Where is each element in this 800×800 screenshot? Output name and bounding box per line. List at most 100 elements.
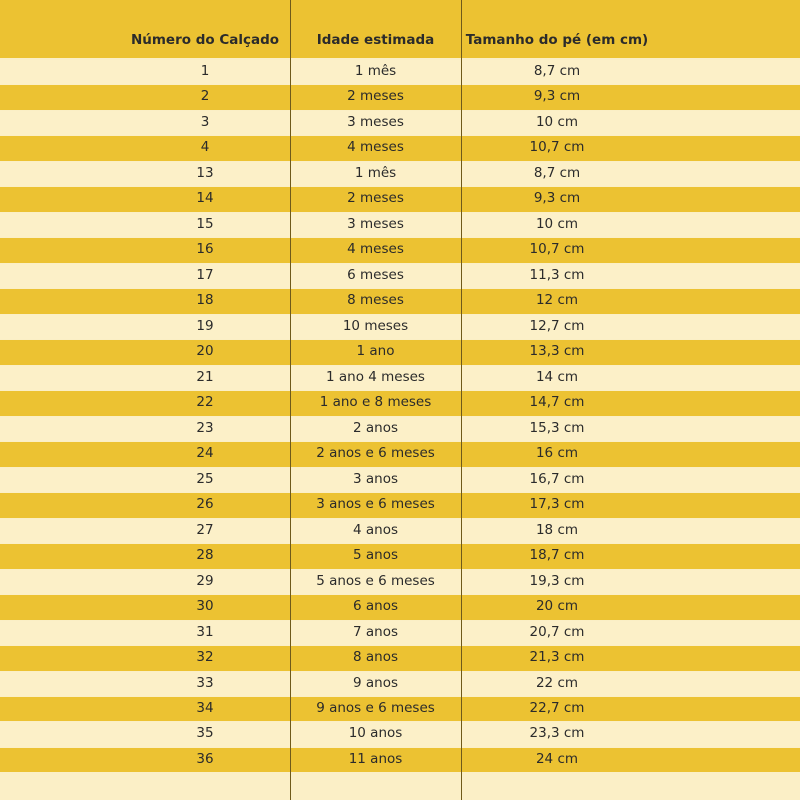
table-cell: 4 meses <box>347 241 404 258</box>
table-cell: 3 meses <box>347 215 404 232</box>
table-cell: 18 <box>196 292 214 309</box>
table-cell: 23,3 cm <box>529 725 585 742</box>
table-cell: 22 <box>196 394 214 411</box>
column-header: Tamanho do pé (em cm) <box>465 32 649 48</box>
table-cell: 2 anos <box>352 419 398 436</box>
table-cell: 19 <box>196 317 214 334</box>
table-cell: 14 <box>196 190 214 207</box>
header-band <box>0 0 800 58</box>
row-band <box>0 289 800 314</box>
table-cell: 23 <box>196 419 214 436</box>
row-band <box>0 697 800 722</box>
table-cell: 1 ano 4 meses <box>326 368 425 385</box>
table-cell: 33 <box>196 674 214 691</box>
table-cell: 10 cm <box>535 113 579 130</box>
table-cell: 27 <box>196 521 214 538</box>
table-cell: 29 <box>196 572 214 589</box>
table-cell: 4 anos <box>352 521 398 538</box>
table-cell: 3 anos e 6 meses <box>316 496 435 513</box>
table-cell: 15 <box>196 215 214 232</box>
column-divider <box>461 0 462 800</box>
table-cell: 12 cm <box>535 292 579 309</box>
row-band <box>0 340 800 365</box>
table-cell: 20 <box>196 343 214 360</box>
table-cell: 25 <box>196 470 214 487</box>
table-cell: 8 meses <box>347 292 404 309</box>
table-cell: 2 meses <box>347 88 404 105</box>
table-cell: 6 anos <box>352 598 398 615</box>
row-band <box>0 187 800 212</box>
row-band <box>0 493 800 518</box>
table-cell: 10 cm <box>535 215 579 232</box>
table-cell: 5 anos e 6 meses <box>316 572 435 589</box>
row-band <box>0 569 800 595</box>
row-band <box>0 416 800 442</box>
table-cell: 12,7 cm <box>529 317 585 334</box>
table-cell: 11,3 cm <box>529 266 585 283</box>
table-cell: 15,3 cm <box>529 419 585 436</box>
table-cell: 16,7 cm <box>529 470 585 487</box>
table-cell: 1 mês <box>354 63 397 79</box>
row-band <box>0 212 800 238</box>
table-cell: 10 anos <box>348 725 403 742</box>
table-cell: 26 <box>196 496 214 513</box>
row-band <box>0 544 800 569</box>
table-cell: 13 <box>196 164 214 181</box>
table-cell: 17 <box>196 266 214 283</box>
table-cell: 6 meses <box>347 266 404 283</box>
table-cell: 22 cm <box>535 674 579 691</box>
table-cell: 18 cm <box>535 521 579 538</box>
table-cell: 30 <box>196 598 214 615</box>
table-cell: 35 <box>196 725 214 742</box>
table-cell: 16 cm <box>535 445 579 462</box>
row-band <box>0 161 800 187</box>
row-band <box>0 136 800 161</box>
table-cell: 2 anos e 6 meses <box>316 445 435 462</box>
table-cell: 4 meses <box>347 139 404 156</box>
row-band <box>0 442 800 467</box>
table-cell: 9 anos e 6 meses <box>316 700 435 716</box>
table-cell: 9,3 cm <box>533 88 581 105</box>
row-band <box>0 671 800 696</box>
row-band <box>0 620 800 646</box>
row-band <box>0 85 800 110</box>
table-cell: 14 cm <box>535 368 579 385</box>
table-cell: 34 <box>196 700 214 716</box>
table-cell: 2 meses <box>347 190 404 207</box>
row-band <box>0 60 800 85</box>
row-band <box>0 747 800 773</box>
row-band <box>0 391 800 416</box>
table-cell: 7 anos <box>352 623 398 640</box>
row-band <box>0 722 800 747</box>
table-cell: 17,3 cm <box>529 496 585 513</box>
table-cell: 1 <box>200 63 210 79</box>
table-cell: 36 <box>196 750 214 767</box>
table-cell: 31 <box>196 623 214 640</box>
table-cell: 24 <box>196 445 214 462</box>
row-band <box>0 110 800 136</box>
table-cell: 20,7 cm <box>529 623 585 640</box>
table-cell: 3 anos <box>352 470 398 487</box>
row-band <box>0 314 800 340</box>
table-cell: 19,3 cm <box>529 572 585 589</box>
table-cell: 22,7 cm <box>529 700 585 716</box>
table-cell: 14,7 cm <box>529 394 585 411</box>
table-cell: 8,7 cm <box>533 63 581 79</box>
table-cell: 1 ano e 8 meses <box>319 394 432 411</box>
row-band <box>0 518 800 544</box>
table-cell: 10,7 cm <box>529 241 585 258</box>
column-divider <box>290 0 291 800</box>
table-cell: 11 anos <box>348 750 403 767</box>
table-cell: 2 <box>200 88 210 105</box>
table-cell: 21,3 cm <box>529 649 585 666</box>
table-cell: 1 ano <box>356 343 395 360</box>
column-header: Idade estimada <box>316 32 435 48</box>
row-band <box>0 646 800 671</box>
table-cell: 21 <box>196 368 214 385</box>
table-cell: 4 <box>200 139 210 156</box>
table-cell: 3 <box>200 113 210 130</box>
table-cell: 16 <box>196 241 214 258</box>
row-band <box>0 595 800 620</box>
table-cell: 10 meses <box>342 317 409 334</box>
